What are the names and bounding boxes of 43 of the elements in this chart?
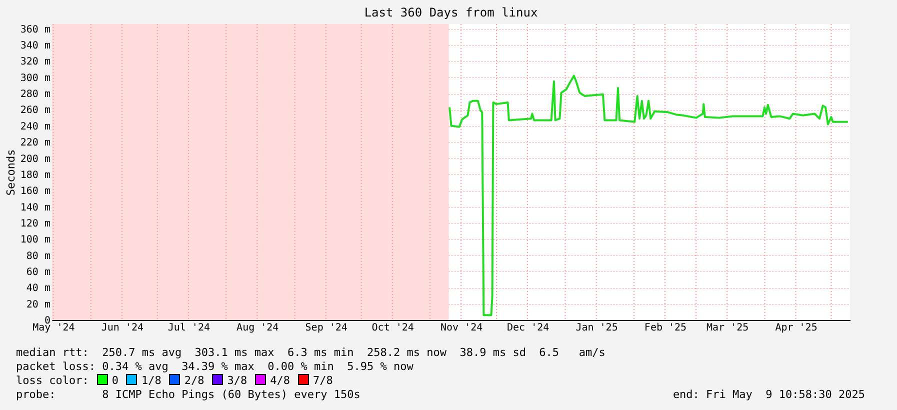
x-tick-label: Feb '25 [644, 322, 687, 334]
y-tick-label: 340 m [20, 40, 50, 52]
y-tick-label: 280 m [20, 89, 50, 100]
y-tick-label: 20 m [26, 299, 50, 310]
y-tick-label: 80 m [26, 250, 50, 262]
x-tick-label: Dec '24 [506, 322, 550, 334]
text: 4/8 [270, 374, 290, 387]
text: loss color: [16, 374, 89, 387]
x-tick-label: Apr '25 [775, 322, 818, 334]
x-tick-label: Oct '24 [372, 322, 414, 334]
text: 3/8 [227, 374, 248, 387]
y-tick-label: 360 m [20, 24, 50, 36]
y-tick-label: 320 m [20, 56, 50, 68]
y-tick-label: 160 m [20, 186, 50, 198]
x-tick-label: Sep '24 [305, 322, 348, 334]
text: 0 [112, 374, 118, 387]
y-tick-label: 240 m [20, 121, 50, 132]
text: packet loss: 0.34 % avg 34.39 % max 0.00 % min 5.95 % now [16, 360, 414, 374]
y-tick-label: 260 m [20, 105, 50, 116]
x-tick-label: Aug '24 [236, 322, 279, 334]
y-tick-label: 300 m [20, 72, 50, 84]
x-tick-label: Mar '25 [706, 322, 749, 334]
line-series [448, 74, 849, 316]
y-tick-label: 140 m [20, 202, 50, 214]
y-tick-label: 200 m [20, 154, 50, 165]
y-axis-title: Seconds [4, 149, 18, 196]
x-tick-label: Jun '24 [101, 322, 144, 334]
text: 2/8 [184, 374, 204, 387]
y-tick-label: 100 m [20, 234, 50, 246]
text: probe: 8 ICMP Echo Pings (60 Bytes) every 150s [16, 388, 360, 401]
text: end: Fri May 9 10:58:30 2025 [672, 388, 865, 402]
y-tick-label: 180 m [20, 170, 50, 181]
x-tick-label: Nov '24 [440, 322, 483, 334]
x-tick-label: Jul '24 [168, 322, 210, 334]
text: 7/8 [312, 374, 333, 387]
y-tick-label: 60 m [26, 266, 50, 278]
y-tick-label: 120 m [20, 218, 50, 230]
x-tick-label: Jan '25 [576, 322, 618, 334]
y-tick-label: 40 m [26, 283, 50, 294]
text: 1/8 [141, 374, 162, 387]
y-tick-label: 220 m [20, 138, 50, 149]
text: median rtt: 250.7 ms avg 303.1 ms max 6.3 ms min 258.2 ms now 38.9 ms sd 6.5 am/s [16, 346, 606, 360]
chart-title: Last 360 Days from linux [364, 6, 538, 20]
